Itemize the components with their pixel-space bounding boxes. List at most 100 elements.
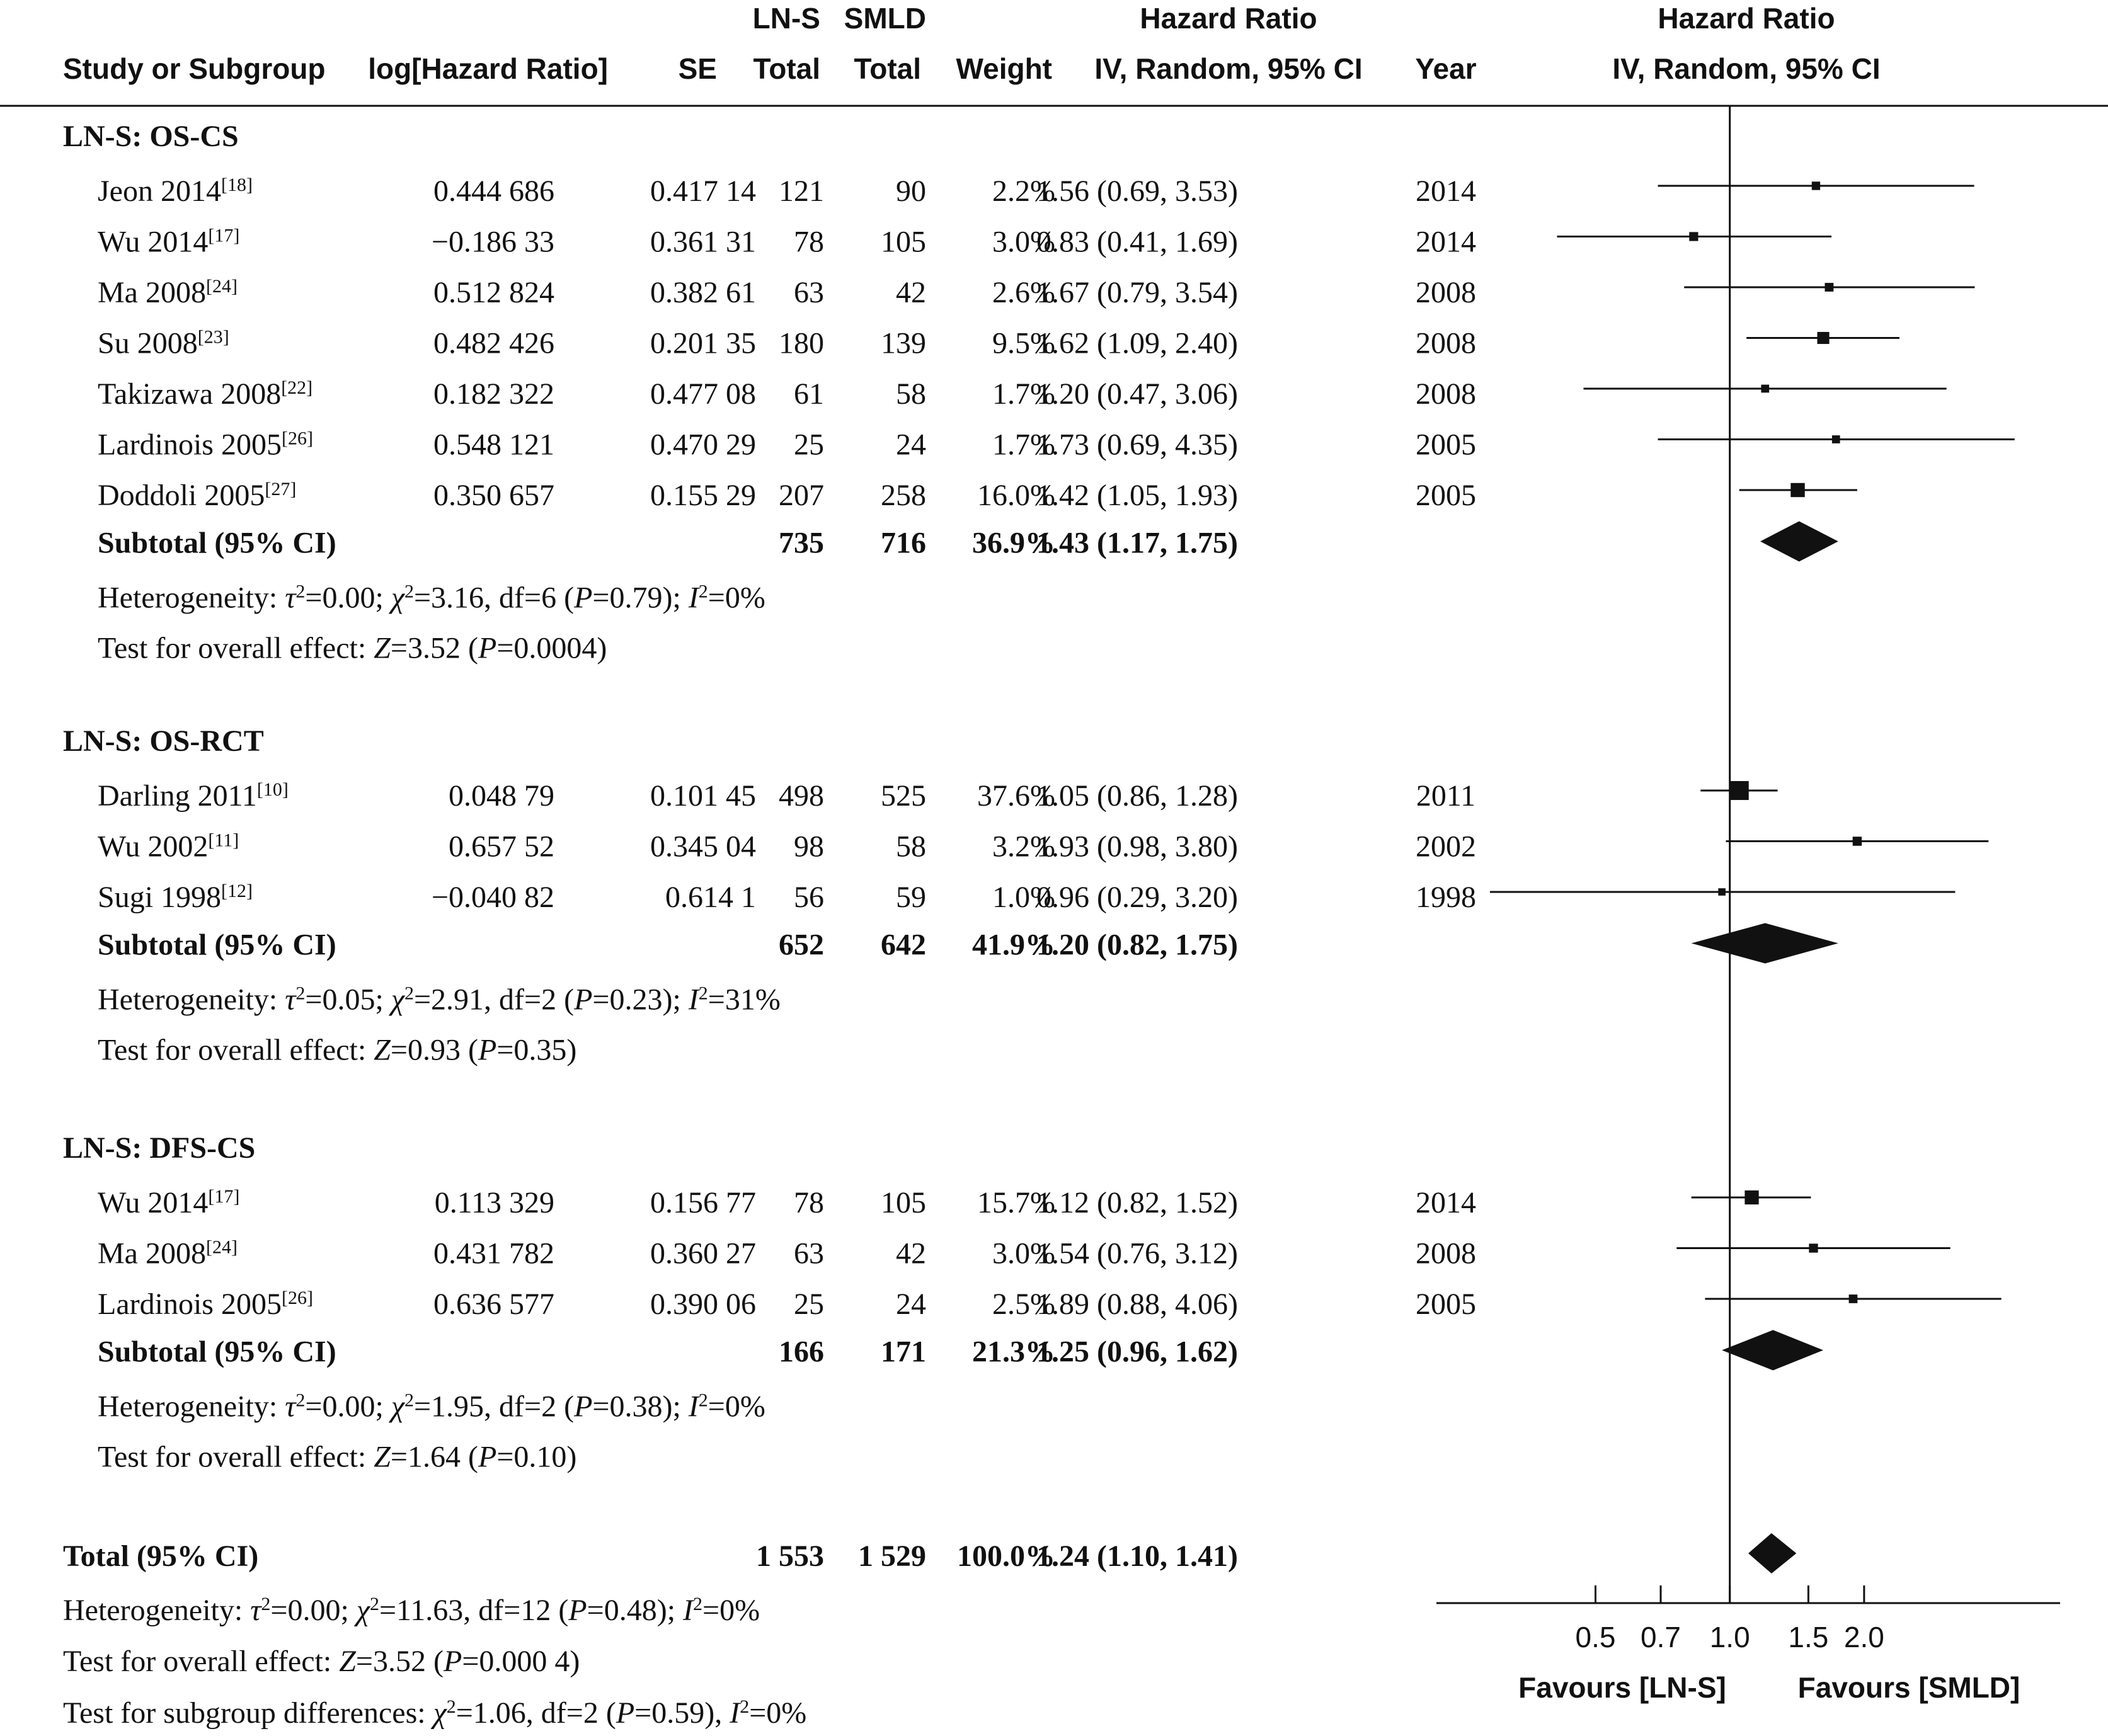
header-ctl-bottom: Total (854, 52, 921, 85)
study-hr: 1.73 (0.69, 4.35) (1036, 428, 1238, 462)
study-n1: 78 (794, 1186, 824, 1219)
study-loghr: 0.636 577 (433, 1288, 554, 1321)
study-name-part: Ma 2008 (98, 276, 206, 309)
heterogeneity-text-part: τ (285, 983, 297, 1017)
overall-effect-text-part: P (478, 1441, 496, 1474)
heterogeneity-text-part: Heterogeneity: (98, 581, 285, 615)
study-loghr: 0.431 782 (433, 1237, 554, 1271)
subtotal-label: Subtotal (95% CI) (98, 527, 336, 560)
total-heterogeneity-text-part: P (568, 1594, 587, 1627)
overall-effect-text-part: = (391, 1441, 408, 1474)
header-hr-bottom: IV, Random, 95% CI (1094, 52, 1362, 85)
subtotal-n2: 642 (881, 928, 926, 962)
study-year: 2014 (1416, 174, 1476, 208)
study-name-part: Lardinois 2005 (98, 1288, 282, 1321)
study-loghr: 0.350 657 (433, 479, 554, 512)
subgroup-difference-text-part: Test for subgroup differences: (63, 1696, 433, 1730)
heterogeneity-text-part: = (592, 1390, 609, 1424)
heterogeneity-text-part: ; (375, 1390, 391, 1424)
overall-effect-text-part: = (496, 632, 513, 665)
study-point (1824, 283, 1834, 292)
overall-effect-text-part: ( (461, 632, 478, 665)
subtotal-label: Subtotal (95% CI) (98, 1335, 336, 1369)
heterogeneity-text-part: I (688, 581, 700, 615)
total-heterogeneity-text-part: = (587, 1594, 604, 1627)
subgroup-difference-text-part: 0.59 (651, 1696, 704, 1730)
study-n2: 42 (896, 1237, 926, 1271)
study-n2: 42 (896, 276, 926, 309)
study-name: Lardinois 2005[26] (98, 1288, 313, 1322)
study-name-part: [26] (282, 428, 313, 448)
total-overall-effect-text: Test for overall effect: Z=3.52 (P=0.000… (63, 1645, 580, 1678)
study-se: 0.417 14 (650, 174, 756, 208)
heterogeneity-text-part: = (305, 581, 322, 615)
heterogeneity-text-part: = (708, 581, 725, 615)
heterogeneity-text-part: 1.95 (431, 1390, 484, 1424)
heterogeneity-text-part: , df= (484, 983, 541, 1017)
heterogeneity-text-part: 2 (295, 581, 305, 602)
overall-effect-text-part: = (496, 1441, 513, 1474)
heterogeneity-text-part: 0.79 (609, 581, 662, 615)
total-heterogeneity-text-part: 2 (370, 1594, 379, 1614)
overall-effect-text-part: = (391, 632, 408, 665)
overall-effect-text-part: 0.35 (513, 1034, 566, 1067)
overall-effect-text-part: = (496, 1034, 513, 1067)
study-hr: 0.83 (0.41, 1.69) (1036, 226, 1238, 259)
subgroup-difference-text-part: 2 (583, 1696, 599, 1730)
heterogeneity-text-part: 0.00 (322, 1390, 375, 1424)
study-n1: 61 (794, 377, 824, 411)
study-name-part: Wu 2014 (98, 1186, 208, 1219)
heterogeneity-text-part: 2 (295, 983, 305, 1003)
total-heterogeneity-text-part: 0.00 (287, 1594, 340, 1627)
study-point (1729, 780, 1749, 801)
total-heterogeneity-text-part: = (379, 1594, 396, 1627)
study-se: 0.201 35 (650, 327, 756, 360)
total-overall-effect-text-part: 3.52 (373, 1645, 426, 1678)
study-name-part: Ma 2008 (98, 1237, 206, 1271)
total-heterogeneity-text-part: ); (657, 1594, 683, 1627)
header-plot-top: Hazard Ratio (1658, 2, 1835, 35)
heterogeneity-text-part: = (708, 1390, 725, 1424)
study-se: 0.361 31 (650, 226, 756, 259)
total-heterogeneity-text-part: = (702, 1594, 719, 1627)
header-loghr: log[Hazard Ratio] (368, 52, 608, 85)
study-name: Ma 2008[24] (98, 1236, 238, 1271)
study-hr: 0.96 (0.29, 3.20) (1036, 881, 1238, 914)
subtotal-n2: 171 (881, 1335, 926, 1369)
subgroup-difference-text: Test for subgroup differences: χ2=1.06, … (63, 1696, 806, 1730)
heterogeneity-text: Heterogeneity: τ2=0.00; χ2=3.16, df=6 (P… (98, 581, 765, 615)
heterogeneity-text-part: P (573, 1390, 592, 1424)
study-name: Takizawa 2008[22] (98, 377, 312, 411)
heterogeneity-text-part: 31% (725, 983, 781, 1017)
study-se: 0.156 77 (650, 1186, 756, 1219)
subtotal-weight: 36.9% (972, 527, 1055, 560)
header-exp-top: LN-S (753, 2, 820, 35)
heterogeneity-text-part: = (708, 983, 725, 1017)
study-n2: 58 (896, 830, 926, 864)
subtotal-n1: 166 (779, 1335, 824, 1369)
total-hr: 1.24 (1.10, 1.41) (1036, 1539, 1238, 1573)
total-diamond (1748, 1533, 1797, 1573)
subtotal-diamond (1691, 923, 1838, 964)
heterogeneity-text-part: Heterogeneity: (98, 983, 285, 1017)
study-n1: 25 (794, 1288, 824, 1321)
subtotal-diamond (1760, 521, 1838, 562)
total-heterogeneity-text-part: ( (551, 1594, 568, 1627)
study-se: 0.390 06 (650, 1288, 756, 1321)
overall-effect-text: Test for overall effect: Z=0.93 (P=0.35) (98, 1034, 576, 1067)
subgroup-difference-text-part: ), (704, 1696, 730, 1730)
study-n1: 207 (779, 479, 824, 512)
total-heterogeneity-text-part: 2 (261, 1594, 270, 1614)
overall-effect-text-part: = (391, 1034, 408, 1067)
study-point (1811, 181, 1821, 190)
overall-effect-text: Test for overall effect: Z=3.52 (P=0.000… (98, 632, 607, 665)
study-hr: 1.05 (0.86, 1.28) (1036, 779, 1238, 813)
study-weight: 2.2% (992, 174, 1055, 208)
study-n2: 525 (881, 779, 926, 813)
study-loghr: 0.113 329 (435, 1186, 554, 1219)
study-n2: 58 (896, 377, 926, 411)
study-se: 0.470 29 (650, 428, 756, 462)
study-point (1744, 1190, 1759, 1205)
study-weight: 2.6% (992, 276, 1055, 309)
study-hr: 1.89 (0.88, 4.06) (1036, 1288, 1238, 1321)
